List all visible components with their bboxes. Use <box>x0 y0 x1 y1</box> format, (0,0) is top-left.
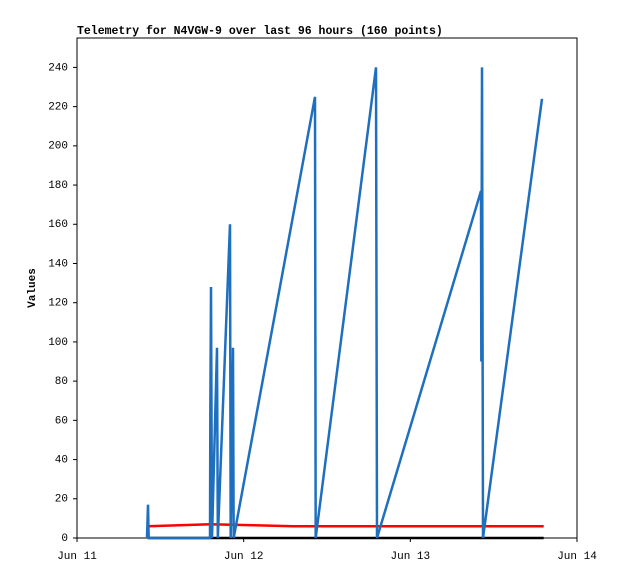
y-tick-label: 60 <box>55 415 68 427</box>
x-tick-label: Jun 11 <box>57 551 97 563</box>
y-tick-label: 120 <box>48 298 68 310</box>
y-tick-label: 100 <box>48 337 68 349</box>
y-tick-label: 240 <box>48 62 68 74</box>
y-tick-label: 220 <box>48 102 68 114</box>
x-tick-label: Jun 14 <box>557 551 597 563</box>
y-tick-label: 40 <box>55 454 68 466</box>
y-tick-label: 180 <box>48 180 68 192</box>
y-tick-label: 160 <box>48 219 68 231</box>
plot-frame <box>76 37 578 539</box>
x-tick-label: Jun 12 <box>224 551 264 563</box>
y-axis-label: Values <box>27 268 39 308</box>
y-tick-label: 20 <box>55 494 68 506</box>
x-tick-label: Jun 13 <box>391 551 431 563</box>
y-tick-label: 0 <box>61 533 68 545</box>
y-tick-label: 80 <box>55 376 68 388</box>
series-line <box>145 67 544 540</box>
chart-title: Telemetry for N4VGW-9 over last 96 hours… <box>77 25 443 38</box>
y-tick-label: 140 <box>48 258 68 270</box>
y-tick-label: 200 <box>48 141 68 153</box>
